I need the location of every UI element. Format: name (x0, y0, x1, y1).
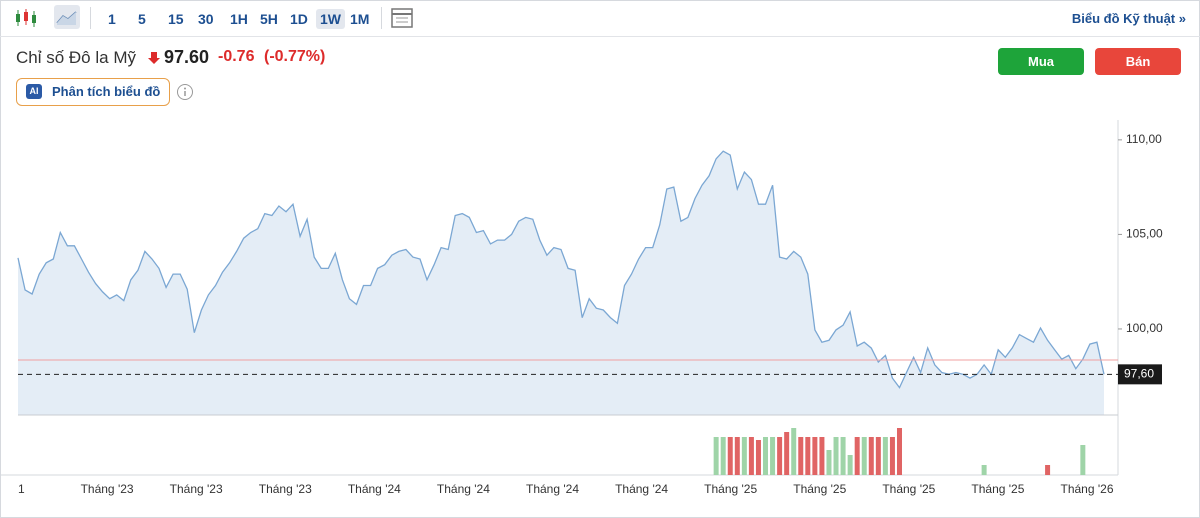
x-tick-label: Tháng '26 (1061, 482, 1114, 496)
x-tick-label: Tháng '25 (704, 482, 757, 496)
ai-badge: AI (26, 84, 42, 99)
layout-icon[interactable] (391, 8, 413, 28)
interval-button[interactable]: 30 (198, 11, 214, 27)
volume-bar (713, 437, 719, 475)
interval-button[interactable]: 1D (290, 11, 308, 27)
technical-link[interactable]: Biểu đồ Kỹ thuật » (1072, 11, 1186, 26)
volume-bar (1080, 445, 1086, 475)
x-tick-label: Tháng '25 (793, 482, 846, 496)
volume-bar (777, 437, 783, 475)
interval-button[interactable]: 1 (108, 11, 116, 27)
interval-button[interactable]: 15 (168, 11, 184, 27)
volume-bar (875, 437, 881, 475)
volume-bar (981, 465, 987, 475)
volume-bar (812, 437, 818, 475)
instrument-title: Chỉ số Đô la Mỹ (16, 48, 136, 67)
change: -0.76 (218, 48, 255, 65)
volume-bar (840, 437, 846, 475)
volume-bar (819, 437, 825, 475)
volume-bar (805, 437, 811, 475)
volume-bar (763, 437, 769, 475)
volume-bar (784, 432, 790, 475)
x-tick-label: Tháng '25 (971, 482, 1024, 496)
volume-bar (734, 437, 740, 475)
volume-bar (1045, 465, 1051, 475)
x-tick-label: Tháng '24 (526, 482, 579, 496)
ai-button-text[interactable]: Phân tích biểu đồ (52, 84, 161, 99)
volume-bar (720, 437, 726, 475)
volume-bar (741, 437, 747, 475)
price-line (17, 150, 1105, 389)
separator (90, 7, 91, 29)
interval-button[interactable]: 1H (230, 11, 248, 27)
y-tick-label: 110,00 (1126, 132, 1162, 146)
interval-button[interactable]: 5 (138, 11, 146, 27)
volume-bar (798, 437, 804, 475)
volume-bar (748, 437, 754, 475)
x-tick-label: Tháng '23 (81, 482, 134, 496)
x-tick-label: Tháng '25 (882, 482, 935, 496)
volume-bar (882, 437, 888, 475)
toolbar: 1 5 15 30 1H 5H 1D 1W 1M Biểu đồ Kỹ thuật » (0, 0, 1200, 37)
area-fill (18, 151, 1104, 415)
change-percent: (-0.77%) (264, 48, 326, 65)
y-tick-label: 105,00 (1126, 227, 1163, 241)
volume-bar (847, 455, 853, 475)
x-tick-label: Tháng '24 (615, 482, 668, 496)
last-price-box (1118, 364, 1162, 385)
price: 97.60 (164, 47, 210, 67)
volume-bar (854, 437, 860, 475)
x-tick-label: Tháng '24 (348, 482, 401, 496)
volume-bar (861, 437, 867, 475)
x-tick-label: Tháng '24 (437, 482, 490, 496)
x-tick-label: 1 (18, 482, 25, 496)
volume-bar (826, 450, 832, 475)
down-arrow (148, 52, 160, 64)
x-tick-label: Tháng '23 (259, 482, 312, 496)
volume-bar (755, 440, 761, 475)
technical-arrow[interactable]: » (1178, 11, 1186, 26)
volume-bar (770, 437, 776, 475)
interval-button[interactable]: 1M (350, 11, 370, 27)
buy-button[interactable]: Mua (998, 48, 1084, 75)
volume-bar (791, 428, 797, 475)
volume-bar (889, 437, 895, 475)
last-price-label: 97,60 (1124, 367, 1154, 381)
volume-bar (896, 428, 902, 475)
x-tick-label: Tháng '23 (170, 482, 223, 496)
sell-button[interactable]: Bán (1095, 48, 1181, 75)
ai-button[interactable]: AI Phân tích biểu đồ (16, 78, 170, 106)
info-icon[interactable] (176, 83, 194, 101)
y-tick-label: 100,00 (1126, 321, 1163, 335)
interval-button[interactable]: 1W (316, 9, 345, 29)
interval-button[interactable]: 5H (260, 11, 278, 27)
technical-link-text[interactable]: Biểu đồ Kỹ thuật (1071, 11, 1176, 26)
candle-icon[interactable] (14, 8, 38, 28)
volume-bar (833, 437, 839, 475)
separator (381, 7, 382, 29)
volume-bar (868, 437, 874, 475)
volume-bar (727, 437, 733, 475)
area-icon[interactable] (54, 5, 80, 29)
